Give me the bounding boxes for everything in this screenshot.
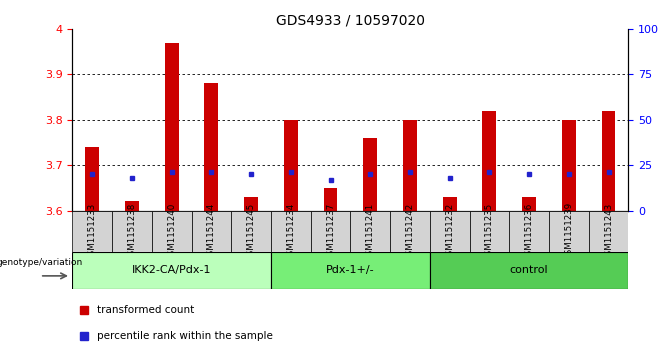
- Bar: [72, 252, 271, 289]
- Bar: [363, 138, 377, 211]
- Bar: [112, 211, 152, 252]
- Text: GSM1151241: GSM1151241: [366, 202, 375, 261]
- Bar: [164, 42, 178, 211]
- Bar: [390, 211, 430, 252]
- Bar: [284, 120, 298, 211]
- Bar: [549, 211, 589, 252]
- Bar: [271, 252, 430, 289]
- Text: GSM1151242: GSM1151242: [405, 202, 415, 261]
- Bar: [430, 252, 628, 289]
- Bar: [244, 197, 258, 211]
- Bar: [271, 211, 311, 252]
- Bar: [311, 211, 350, 252]
- Bar: [509, 211, 549, 252]
- Text: GSM1151245: GSM1151245: [247, 202, 255, 261]
- Bar: [403, 120, 417, 211]
- Text: GSM1151239: GSM1151239: [565, 202, 573, 261]
- Text: GSM1151244: GSM1151244: [207, 202, 216, 261]
- Bar: [205, 83, 218, 211]
- Text: GSM1151236: GSM1151236: [524, 202, 534, 261]
- Bar: [482, 111, 496, 211]
- Text: Pdx-1+/-: Pdx-1+/-: [326, 265, 374, 276]
- Bar: [443, 197, 457, 211]
- Bar: [562, 120, 576, 211]
- Text: GSM1151240: GSM1151240: [167, 202, 176, 261]
- Bar: [191, 211, 231, 252]
- Bar: [430, 211, 470, 252]
- Text: GSM1151234: GSM1151234: [286, 202, 295, 261]
- Bar: [86, 147, 99, 211]
- Text: GSM1151233: GSM1151233: [88, 202, 97, 261]
- Bar: [125, 201, 139, 211]
- Bar: [152, 211, 191, 252]
- Title: GDS4933 / 10597020: GDS4933 / 10597020: [276, 14, 425, 28]
- Bar: [350, 211, 390, 252]
- Text: GSM1151232: GSM1151232: [445, 202, 454, 261]
- Text: IKK2-CA/Pdx-1: IKK2-CA/Pdx-1: [132, 265, 211, 276]
- Text: genotype/variation: genotype/variation: [0, 258, 83, 267]
- Text: GSM1151243: GSM1151243: [604, 202, 613, 261]
- Bar: [231, 211, 271, 252]
- Bar: [72, 211, 112, 252]
- Bar: [589, 211, 628, 252]
- Text: transformed count: transformed count: [97, 305, 195, 315]
- Text: control: control: [510, 265, 548, 276]
- Text: GSM1151235: GSM1151235: [485, 202, 494, 261]
- Text: GSM1151238: GSM1151238: [128, 202, 136, 261]
- Bar: [601, 111, 615, 211]
- Bar: [470, 211, 509, 252]
- Bar: [324, 188, 338, 211]
- Text: percentile rank within the sample: percentile rank within the sample: [97, 331, 273, 341]
- Text: GSM1151237: GSM1151237: [326, 202, 335, 261]
- Bar: [522, 197, 536, 211]
